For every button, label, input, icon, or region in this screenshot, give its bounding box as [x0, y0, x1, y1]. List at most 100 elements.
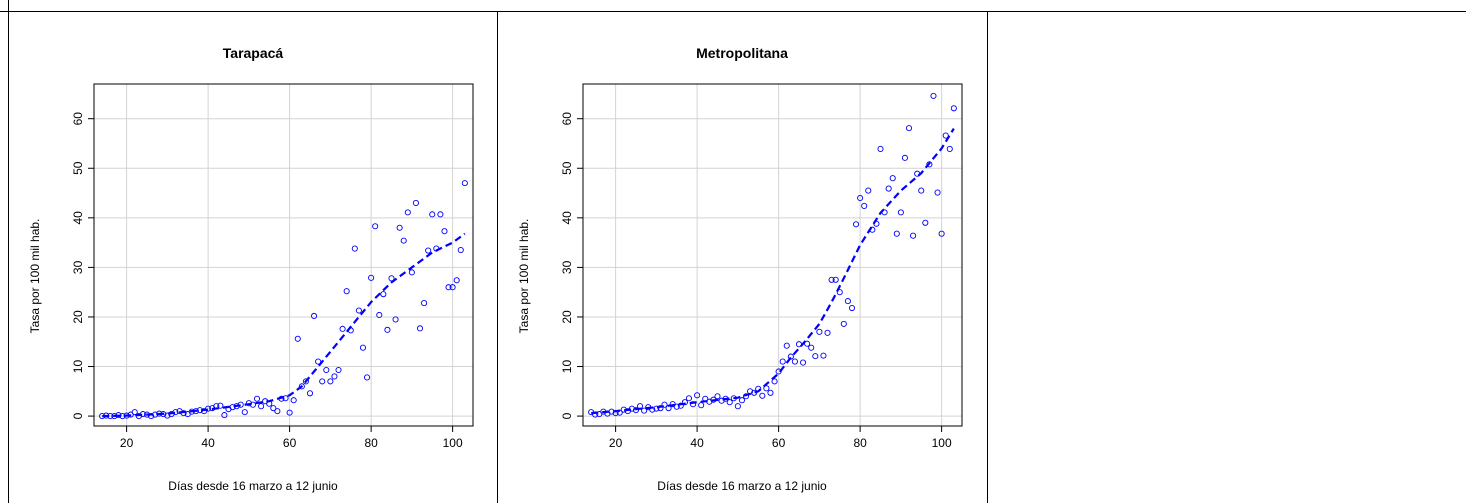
- data-point: [742, 393, 750, 400]
- data-point: [812, 353, 819, 360]
- x-axis-label: Días desde 16 marzo a 12 junio: [657, 479, 827, 493]
- y-tick-label: 0: [560, 412, 574, 419]
- data-point: [339, 325, 346, 332]
- data-point: [824, 329, 831, 336]
- x-tick-label: 100: [443, 436, 463, 450]
- data-point: [355, 307, 362, 314]
- data-point: [934, 189, 941, 196]
- data-point: [343, 288, 350, 295]
- data-point: [804, 340, 811, 347]
- data-point: [327, 378, 334, 385]
- data-point: [889, 175, 896, 182]
- chart-panel-metropolitana: Metropolitana Días desde 16 marzo a 12 j…: [498, 12, 986, 502]
- data-point: [726, 399, 733, 406]
- data-point: [384, 326, 391, 333]
- trend-line: [102, 232, 466, 418]
- data-point: [294, 335, 301, 342]
- data-point: [918, 187, 925, 194]
- x-axis-label: Días desde 16 marzo a 12 junio: [168, 479, 338, 493]
- data-point: [885, 185, 892, 192]
- y-tick-label: 10: [560, 360, 574, 374]
- y-axis-label: Tasa por 100 mil hab.: [517, 219, 531, 334]
- data-point: [302, 378, 309, 385]
- data-point: [628, 405, 635, 412]
- data-point: [738, 397, 745, 404]
- data-point: [836, 289, 843, 296]
- chart-tarapaca: Tarapacá Días desde 16 marzo a 12 junio …: [28, 45, 474, 493]
- data-point: [351, 245, 358, 252]
- data-point: [910, 232, 917, 239]
- data-point: [677, 402, 684, 409]
- data-point: [319, 378, 326, 385]
- data-point: [425, 247, 432, 254]
- data-point: [938, 230, 945, 237]
- data-point: [714, 393, 721, 400]
- data-point: [241, 409, 248, 416]
- data-point: [861, 202, 868, 209]
- data-point: [311, 312, 318, 320]
- trend-line: [591, 128, 955, 415]
- data-point: [286, 409, 293, 416]
- data-point: [298, 383, 305, 390]
- data-point: [392, 316, 399, 323]
- data-point: [229, 404, 236, 411]
- data-point: [457, 246, 464, 254]
- data-point: [901, 154, 908, 161]
- data-point: [412, 199, 419, 207]
- x-tick-label: 20: [120, 436, 134, 450]
- data-point: [331, 373, 338, 380]
- data-point: [767, 389, 774, 396]
- data-point: [771, 378, 778, 385]
- data-point: [408, 269, 415, 276]
- data-point: [429, 211, 436, 218]
- data-point: [445, 284, 452, 291]
- y-tick-label: 60: [71, 112, 85, 126]
- data-point: [763, 385, 770, 392]
- data-point: [808, 344, 815, 351]
- data-point: [400, 237, 407, 244]
- data-point: [689, 401, 697, 408]
- data-point: [950, 105, 957, 112]
- data-point: [217, 402, 224, 409]
- y-tick-label: 0: [71, 412, 85, 419]
- y-tick-label: 60: [560, 112, 574, 126]
- data-point: [657, 405, 664, 412]
- data-point: [453, 277, 460, 284]
- data-point: [441, 228, 448, 235]
- data-point: [421, 300, 428, 307]
- data-point: [437, 211, 444, 218]
- data-point: [274, 408, 281, 415]
- chart-title: Tarapacá: [223, 45, 284, 61]
- plot-frame: [582, 83, 963, 427]
- data-point: [820, 352, 827, 359]
- data-point: [734, 403, 741, 410]
- data-point: [388, 275, 395, 282]
- data-point: [905, 125, 913, 132]
- data-point: [396, 224, 403, 231]
- data-point: [290, 397, 297, 404]
- data-point: [641, 407, 648, 414]
- data-point: [306, 390, 314, 397]
- data-point: [791, 358, 798, 365]
- data-point: [783, 342, 790, 349]
- data-point: [205, 405, 212, 412]
- data-point: [685, 395, 693, 402]
- x-tick-label: 100: [932, 436, 952, 450]
- x-tick-label: 60: [283, 436, 297, 450]
- data-point: [857, 194, 864, 202]
- data-point: [877, 145, 884, 152]
- data-point: [673, 403, 680, 410]
- data-point: [380, 291, 387, 298]
- data-point: [930, 92, 937, 99]
- data-point: [221, 412, 228, 419]
- x-tick-label: 40: [690, 436, 704, 450]
- data-point: [800, 359, 807, 366]
- data-point: [164, 412, 171, 419]
- data-point: [759, 392, 766, 399]
- data-point: [844, 298, 851, 305]
- y-tick-label: 30: [560, 260, 574, 274]
- data-point: [416, 325, 424, 332]
- data-point: [449, 284, 456, 291]
- data-point: [376, 311, 383, 319]
- data-point: [315, 358, 322, 365]
